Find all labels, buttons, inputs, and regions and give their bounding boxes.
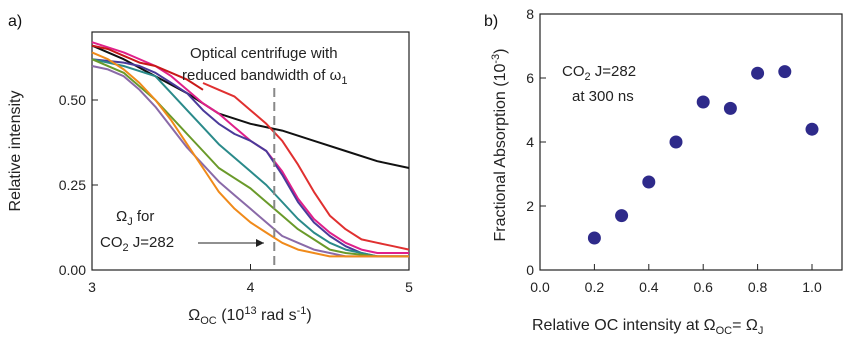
panel-b-ytick-label: 4 (526, 134, 534, 150)
panel-a-ytick-label: 0.50 (59, 92, 86, 108)
panel-b-label: b) (484, 13, 498, 30)
absorption-point (723, 101, 737, 115)
panel-b-annotation-line-2: at 300 ns (572, 88, 634, 105)
panel-b-frame (539, 13, 843, 271)
absorption-point (751, 66, 765, 80)
panel-b-xtick-label: 0.2 (585, 279, 605, 295)
absorption-point (696, 95, 710, 109)
absorption-point (805, 122, 819, 136)
panel-a-xtick-label: 4 (247, 279, 255, 295)
intensity-curve (91, 65, 409, 258)
panel-a-ytick-label: 0.25 (59, 177, 86, 193)
panel-b-ytick-label: 0 (526, 262, 534, 278)
panel-b-points (587, 65, 819, 245)
intensity-curve (91, 51, 409, 258)
panel-b-ticks: 0 2 4 6 8 0.0 0.2 0.4 0.6 0.8 1.0 (526, 6, 822, 295)
panel-a-xlabel: ΩOC (1013 rad s-1) (188, 305, 311, 327)
panel-b-ylabel: Fractional Absorption (10-3) (490, 49, 509, 242)
panel-a: a) 0.00 0.25 0.50 3 4 5 Optical centrifuge wi… (7, 13, 413, 327)
panel-b-ytick-label: 6 (526, 70, 534, 86)
annotation-line-1: Optical centrifuge with (190, 45, 338, 62)
omega-j-label: ΩJ for (116, 208, 154, 228)
panel-b: b) 0 2 4 6 8 0.0 0.2 0.4 0.6 0.8 1.0 CO2 J=282 at … (484, 6, 843, 337)
panel-b-xtick-label: 0.6 (693, 279, 713, 295)
absorption-point (778, 65, 792, 79)
panel-a-series (91, 41, 410, 258)
panel-b-xtick-label: 0.0 (530, 279, 550, 295)
omega-symbol: ω (330, 67, 342, 84)
intensity-curve (91, 58, 409, 258)
absorption-point (669, 135, 683, 149)
intensity-curve (91, 44, 410, 169)
panel-b-xtick-label: 0.8 (748, 279, 768, 295)
panel-a-label: a) (8, 13, 22, 30)
panel-a-xtick-label: 5 (405, 279, 413, 295)
panel-b-xtick-label: 1.0 (802, 279, 822, 295)
panel-a-ticks: 0.00 0.25 0.50 3 4 5 (59, 92, 413, 295)
panel-a-xtick-label: 3 (88, 279, 96, 295)
absorption-point (642, 175, 656, 189)
panel-b-xtick-label: 0.4 (639, 279, 659, 295)
intensity-curve (91, 58, 409, 258)
panel-b-xlabel: Relative OC intensity at ΩOC= ΩJ (532, 317, 763, 337)
absorption-point (587, 231, 601, 245)
panel-b-ytick-label: 2 (526, 198, 534, 214)
annotation-arrow-head (256, 239, 264, 247)
intensity-curve (202, 82, 410, 251)
annotation-line-2: reduced bandwidth of ω1 (182, 67, 347, 87)
absorption-point (615, 209, 629, 223)
panel-b-annotation-line-1: CO2 J=282 (562, 63, 636, 83)
panel-b-ytick-label: 8 (526, 6, 534, 22)
panel-a-ylabel: Relative intensity (7, 91, 24, 212)
co2-j-label: CO2 J=282 (100, 234, 174, 254)
intensity-curve (91, 44, 204, 91)
panel-a-ytick-label: 0.00 (59, 262, 86, 278)
